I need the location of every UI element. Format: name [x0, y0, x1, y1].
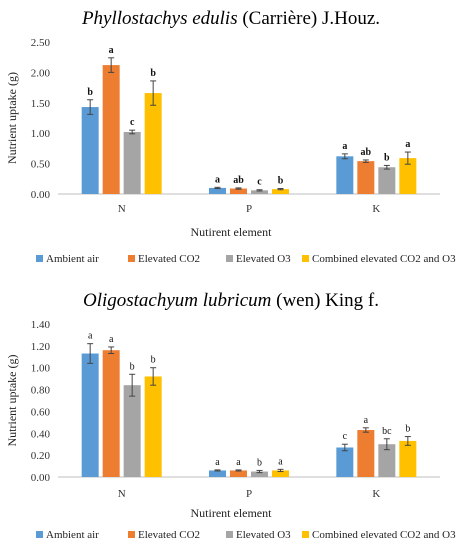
bar [336, 447, 354, 477]
significance-letter: a [88, 331, 93, 342]
significance-letter: b [151, 355, 156, 366]
significance-letter: a [109, 45, 114, 56]
x-tick-label: N [118, 203, 126, 215]
y-tick-label: 1.00 [31, 363, 51, 375]
y-tick-label: 0.60 [31, 406, 51, 418]
y-tick-label: 0.00 [31, 189, 51, 201]
legend-label: Combined elevated CO2 and O3 [312, 529, 456, 541]
bar [123, 385, 141, 477]
significance-letter: a [278, 456, 283, 467]
significance-letter: c [257, 177, 262, 188]
significance-letter: a [215, 174, 220, 185]
legend-label: Elevated O3 [236, 253, 291, 265]
legend-swatch [302, 255, 309, 262]
chart-oligostachyum: Oligostachyum lubricum (wen) King f. 0.00… [5, 290, 456, 541]
significance-letter: b [257, 457, 262, 468]
bar [102, 65, 120, 194]
bar [357, 161, 375, 194]
y-tick-label: 0.20 [31, 450, 51, 462]
legend-label: Combined elevated CO2 and O3 [312, 253, 456, 265]
x-axis-title: Nutirent element [191, 225, 273, 239]
bar [144, 376, 162, 477]
significance-letter: ab [233, 175, 244, 186]
y-tick-label: 0.50 [31, 159, 51, 171]
bar [378, 444, 396, 477]
legend-label: Ambient air [46, 529, 99, 541]
y-axis-title: Nutrient uptake (g) [5, 72, 19, 164]
significance-letter: a [236, 457, 241, 468]
x-axis-title: Nutirent element [191, 506, 273, 520]
bar [102, 350, 120, 477]
legend-swatch [128, 255, 135, 262]
bar [230, 188, 247, 194]
legend-swatch [36, 255, 43, 262]
bar [209, 470, 226, 477]
bar [272, 470, 289, 477]
y-tick-label: 2.50 [31, 37, 51, 49]
bar [399, 440, 417, 477]
bar [272, 189, 289, 194]
bar [251, 471, 268, 477]
significance-letter: c [130, 117, 135, 128]
y-tick-label: 1.00 [31, 128, 51, 140]
chart-title-authority: (wen) King f. [271, 290, 379, 311]
legend-swatch [226, 531, 233, 538]
x-tick-label: K [372, 488, 380, 500]
bar [336, 156, 354, 194]
chart-title: Phyllostachys edulis (Carrière) J.Houz. [81, 8, 380, 29]
chart-title-species: Phyllostachys edulis [81, 8, 238, 29]
y-tick-label: 1.20 [31, 341, 51, 353]
x-tick-label: P [246, 203, 252, 215]
bar [399, 158, 417, 194]
y-tick-label: 1.40 [31, 319, 51, 331]
y-tick-label: 0.00 [31, 472, 51, 484]
chart-title: Oligostachyum lubricum (wen) King f. [83, 290, 379, 311]
legend: Ambient air Elevated CO2 Elevated O3 Combin… [36, 253, 456, 265]
bar [357, 430, 375, 477]
bar [144, 93, 162, 194]
chart-title-authority: (Carrière) J.Houz. [238, 8, 380, 29]
legend-swatch [128, 531, 135, 538]
significance-letter: b [405, 424, 410, 435]
chart-title-species: Oligostachyum lubricum [83, 290, 271, 311]
significance-letter: b [130, 361, 135, 372]
bar [123, 131, 141, 194]
significance-letter: a [342, 141, 347, 152]
bar [209, 187, 226, 194]
legend-label: Elevated O3 [236, 529, 291, 541]
significance-letter: b [150, 68, 156, 79]
legend-label: Elevated CO2 [138, 529, 200, 541]
bar [230, 470, 247, 477]
significance-letter: a [364, 415, 369, 426]
legend: Ambient air Elevated CO2 Elevated O3 Combin… [36, 529, 456, 541]
x-tick-label: N [118, 488, 126, 500]
bar [378, 167, 396, 194]
bar [81, 107, 99, 194]
bar [81, 353, 99, 477]
legend-swatch [226, 255, 233, 262]
legend-label: Elevated CO2 [138, 253, 200, 265]
significance-letter: a [109, 334, 114, 345]
x-tick-label: P [246, 488, 252, 500]
legend-swatch [36, 531, 43, 538]
bar [251, 190, 268, 194]
y-tick-label: 1.50 [31, 98, 51, 110]
y-tick-label: 0.80 [31, 385, 51, 397]
significance-letter: b [87, 87, 93, 98]
significance-letter: bc [382, 426, 392, 437]
y-tick-label: 0.40 [31, 428, 51, 440]
legend-label: Ambient air [46, 253, 99, 265]
x-tick-label: K [372, 203, 380, 215]
significance-letter: c [343, 431, 348, 442]
y-axis-title: Nutrient uptake (g) [5, 355, 19, 447]
y-tick-label: 2.00 [31, 67, 51, 79]
chart-phyllostachys: Phyllostachys edulis (Carrière) J.Houz. 0… [5, 8, 456, 265]
legend-swatch [302, 531, 309, 538]
significance-letter: ab [361, 147, 372, 158]
significance-letter: b [278, 176, 284, 187]
significance-letter: b [384, 152, 390, 163]
significance-letter: a [215, 457, 220, 468]
significance-letter: a [405, 139, 410, 150]
